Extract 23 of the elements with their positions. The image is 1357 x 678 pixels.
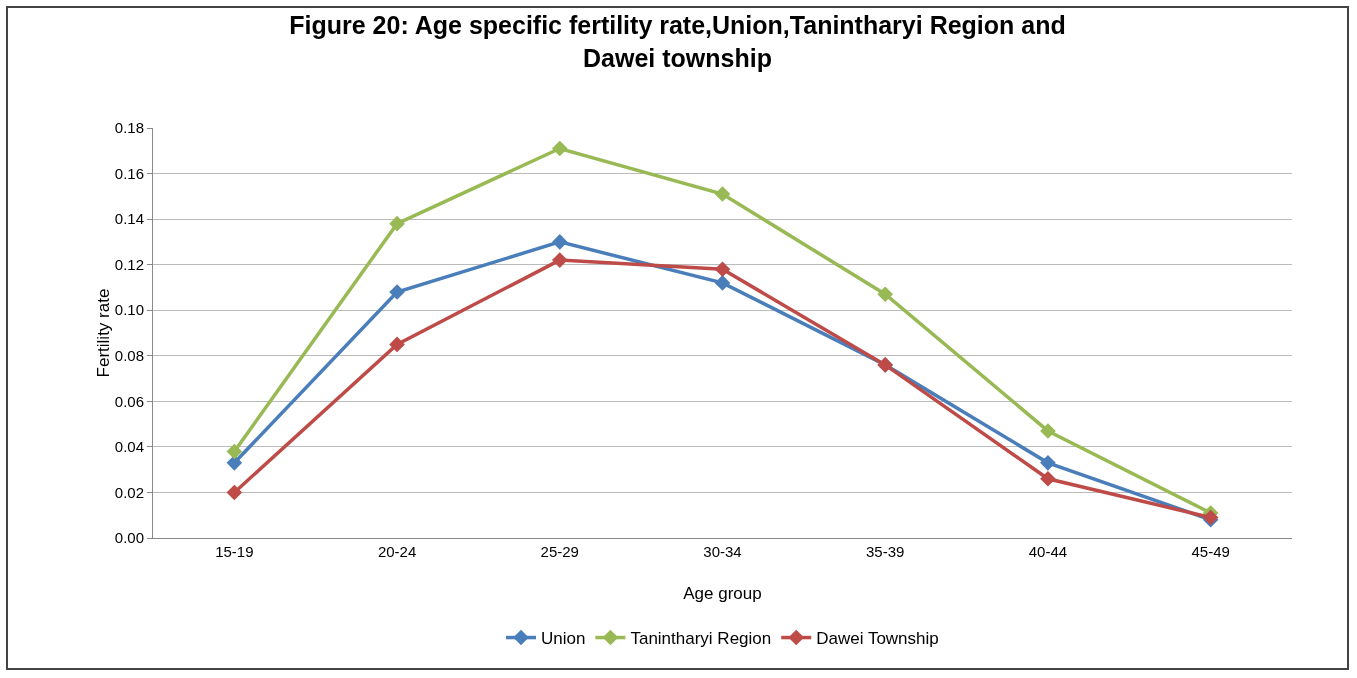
y-tick-label: 0.06 [114, 392, 144, 410]
y-tick-label: 0.18 [114, 119, 144, 137]
x-axis-title: Age group [683, 584, 762, 603]
x-tick-label: 15-19 [215, 543, 254, 560]
x-tick-label: 25-29 [540, 543, 579, 560]
legend-label: Dawei Township [816, 629, 939, 649]
x-tick-label: 35-39 [866, 543, 905, 560]
x-tick-label: 45-49 [1191, 543, 1230, 560]
y-tick-label: 0.00 [114, 529, 144, 547]
chart-title: Figure 20: Age specific fertility rate,Union,Tanintharyi Region and Dawei township [289, 11, 1066, 72]
y-tick-label: 0.12 [114, 255, 144, 273]
y-tick-label: 0.14 [114, 210, 144, 228]
y-tick-label: 0.10 [114, 301, 144, 319]
x-tick-label: 30-34 [703, 543, 742, 560]
x-tick-label: 20-24 [377, 543, 417, 560]
legend-label: Union [541, 629, 586, 649]
y-tick-label: 0.04 [114, 438, 144, 456]
y-tick-label: 0.08 [114, 347, 144, 365]
legend-label: Tanintharyi Region [630, 629, 772, 649]
x-tick-label: 40-44 [1028, 543, 1068, 560]
y-axis-title: Fertility rate [93, 288, 113, 378]
y-tick-label: 0.02 [114, 483, 144, 501]
y-tick-label: 0.16 [114, 164, 144, 182]
